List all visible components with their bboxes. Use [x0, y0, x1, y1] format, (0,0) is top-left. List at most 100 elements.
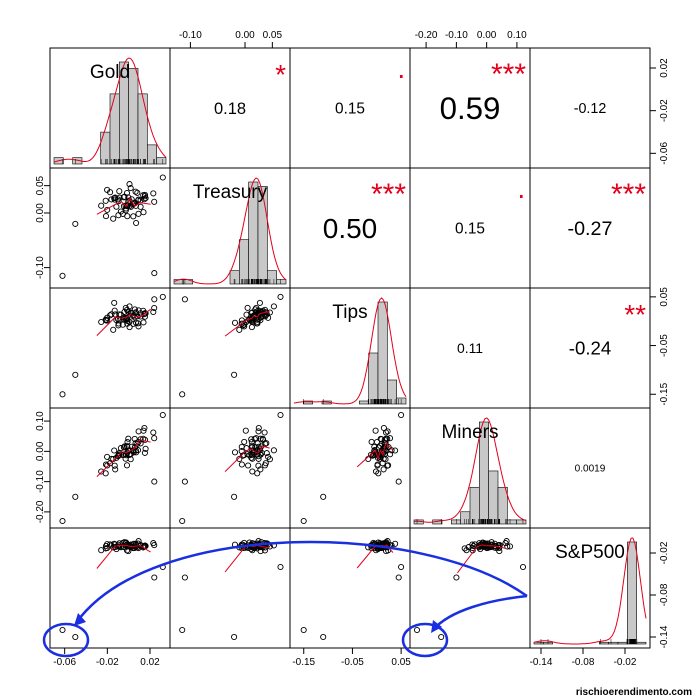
histogram-bar-0-5 [100, 131, 111, 165]
scatter-point-2-1-23 [231, 319, 239, 326]
scatter-point-1-0-56 [135, 196, 142, 203]
correlation-value-3-4: 0.0019 [575, 464, 606, 475]
scatter-point-3-1-25 [259, 435, 266, 442]
axis-tick-label-right-2-1: -0.05 [659, 334, 670, 357]
scatter-point-2-0-0 [119, 321, 126, 328]
scatter-point-1-0-44 [111, 196, 118, 203]
correlation-value-2-4: -0.24 [569, 338, 611, 359]
scatter-point-3-1-23 [231, 449, 239, 456]
scatter-point-3-0-46 [134, 447, 142, 454]
scatter-point-3-1-22 [270, 447, 277, 454]
panel-frame-3-0 [49, 407, 171, 529]
axis-tick-label-top-1-0: -0.10 [179, 30, 202, 41]
scatter-point-2-0-31 [131, 306, 138, 313]
scatter-point-2-1-60 [179, 391, 186, 398]
smooth-line-4-3 [456, 544, 507, 574]
scatter-point-3-0-61 [72, 493, 79, 500]
scatter-point-3-1-51 [238, 461, 245, 468]
density-curve-0 [53, 57, 167, 163]
scatter-point-4-3-61 [438, 633, 445, 641]
smooth-line-1-0 [96, 196, 151, 215]
scatter-point-4-0-54 [124, 541, 131, 548]
axis-tick-label-right-2-2: -0.15 [659, 382, 670, 405]
axis-tick-label-right-2-0: 0.05 [659, 287, 670, 307]
scatter-point-2-1-53 [255, 316, 262, 323]
scatter-point-2-0-35 [150, 308, 157, 316]
scatter-point-3-0-43 [116, 451, 123, 458]
scatter-point-2-0-56 [135, 307, 142, 314]
axis-tick-label-bottom-2-1: -0.05 [341, 657, 364, 668]
scatter-point-4-3-57 [491, 544, 498, 551]
axis-tick-label-top-3-1: -0.10 [445, 30, 468, 41]
scatter-point-4-2-61 [320, 633, 327, 641]
scatter-point-3-2-1 [368, 438, 375, 445]
axis-tick-label-left-3-1: 0.00 [35, 441, 46, 461]
annotation-arrowhead-short [431, 620, 442, 633]
axis-tick-label-right-0-1: -0.02 [659, 99, 670, 122]
scatter-point-3-2-7 [380, 466, 387, 473]
variable-label-1: Treasury [193, 182, 268, 203]
axis-tick-label-top-3-0: -0.20 [415, 30, 438, 41]
scatter-point-3-2-13 [372, 427, 379, 434]
scatter-point-1-0-1 [135, 210, 142, 217]
panel-frame-4-4 [529, 527, 651, 649]
density-curve-1 [173, 177, 287, 285]
significance-stars-0-3: *** [491, 58, 526, 91]
scatter-point-3-0-34 [141, 449, 148, 456]
scatter-point-3-0-41 [151, 435, 158, 442]
scatter-point-2-0-58 [107, 312, 114, 319]
scatter-point-2-1-10 [244, 304, 251, 311]
scatter-point-3-0-51 [102, 461, 110, 468]
scatter-point-1-0-42 [116, 188, 123, 195]
significance-stars-1-3: · [517, 179, 526, 210]
correlation-value-1-2: 0.50 [323, 213, 378, 244]
scatter-point-1-0-62 [151, 270, 158, 277]
scatter-point-3-1-52 [239, 452, 246, 459]
histogram-bar-3-10 [507, 519, 517, 525]
scatter-point-3-0-9 [137, 436, 144, 443]
scatter-point-3-1-50 [248, 454, 255, 461]
scatter-point-1-0-63 [159, 174, 166, 181]
scatter-point-2-0-59 [104, 317, 111, 324]
scatter-point-3-0-59 [104, 462, 111, 469]
scatter-point-3-0-14 [131, 435, 138, 442]
scatter-point-4-1-62 [181, 574, 188, 581]
scatter-point-2-0-63 [159, 293, 166, 300]
density-curve-3 [413, 417, 527, 523]
scatter-point-3-1-56 [255, 428, 262, 435]
scatter-point-3-2-60 [300, 517, 307, 525]
axis-tick-label-top-3-2: 0.00 [477, 30, 497, 41]
correlation-value-0-1: 0.18 [214, 100, 246, 118]
scatter-point-3-0-53 [114, 453, 122, 460]
scatter-point-3-1-42 [263, 450, 270, 457]
scatter-point-2-1-12 [248, 324, 255, 331]
scatter-point-1-0-21 [125, 194, 132, 201]
histogram-bar-4-11 [636, 641, 647, 645]
scatter-point-3-0-35 [150, 429, 157, 436]
scatter-point-3-1-35 [261, 429, 268, 436]
scatter-point-3-1-36 [265, 453, 272, 460]
scatter-point-3-0-57 [134, 440, 141, 447]
credit-label: rischioerendimento.com [575, 687, 692, 698]
scatter-point-2-0-52 [115, 322, 122, 329]
smooth-line-3-0 [96, 439, 151, 477]
histogram-bar-2-7 [359, 400, 369, 405]
histogram-bar-4-9 [617, 641, 628, 645]
scatter-point-3-1-59 [245, 462, 252, 469]
scatter-point-4-1-40 [261, 547, 269, 554]
axis-tick-label-right-0-0: 0.02 [659, 58, 670, 78]
scatter-point-4-2-60 [300, 626, 307, 634]
axis-tick-label-top-3-3: 0.10 [507, 30, 527, 41]
scatter-point-2-0-54 [124, 320, 131, 327]
scatter-point-1-0-52 [115, 212, 122, 219]
scatter-point-2-0-13 [140, 319, 147, 326]
scatter-point-3-0-8 [111, 447, 118, 454]
histogram-bar-0-11 [156, 157, 167, 165]
significance-stars-0-1: * [275, 59, 286, 90]
axis-tick-label-bottom-0-1: -0.02 [96, 657, 119, 668]
histogram-bar-1-7 [239, 239, 249, 285]
correlation-value-1-4: -0.27 [568, 218, 613, 240]
scatter-point-3-0-2 [142, 445, 149, 452]
scatter-point-2-1-63 [277, 293, 284, 300]
scatter-point-3-1-60 [179, 517, 186, 525]
